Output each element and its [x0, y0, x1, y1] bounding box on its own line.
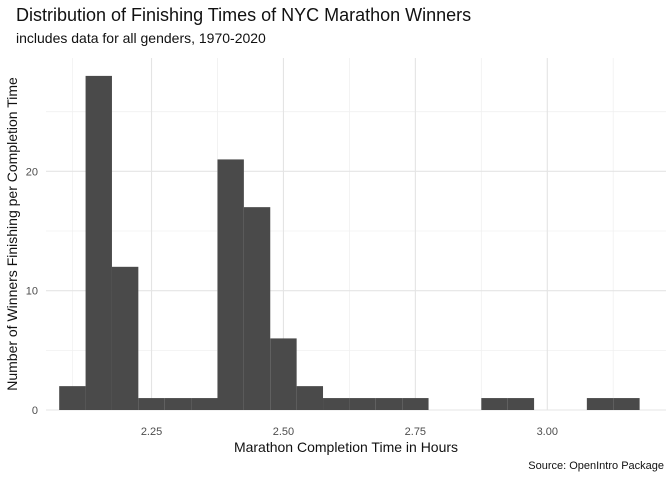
- histogram-bar: [111, 266, 139, 410]
- histogram-bar: [349, 398, 376, 410]
- x-tick-label: 3.00: [537, 426, 558, 438]
- chart-caption: Source: OpenIntro Package: [528, 460, 664, 472]
- histogram-bars: [59, 75, 640, 410]
- histogram-bar: [481, 398, 508, 410]
- histogram-bar: [138, 398, 165, 410]
- histogram-bar: [507, 398, 535, 410]
- histogram-bar: [59, 386, 86, 410]
- y-tick-label: 10: [26, 286, 38, 298]
- x-tick-labels: 2.25 2.50 2.75 3.00: [141, 426, 558, 438]
- chart-subtitle: includes data for all genders, 1970-2020: [16, 30, 266, 46]
- histogram-bar: [191, 398, 218, 410]
- histogram-bar: [375, 398, 403, 410]
- histogram-bar: [217, 159, 244, 410]
- histogram-bar: [243, 207, 271, 410]
- grid-lines: [46, 58, 666, 411]
- histogram-bar: [164, 398, 192, 410]
- x-tick-label: 2.75: [405, 426, 426, 438]
- y-tick-label: 20: [26, 166, 38, 178]
- y-axis-title: Number of Winners Finishing per Completi…: [4, 77, 20, 391]
- chart-title: Distribution of Finishing Times of NYC M…: [16, 5, 472, 25]
- y-tick-labels: 0 10 20: [26, 166, 38, 417]
- histogram-bar: [402, 398, 429, 410]
- histogram-bar: [296, 386, 324, 410]
- histogram-bar: [586, 398, 614, 410]
- x-tick-label: 2.50: [273, 426, 294, 438]
- plot-panel: [46, 58, 666, 410]
- x-tick-label: 2.25: [141, 426, 162, 438]
- histogram-bar: [85, 75, 112, 410]
- y-tick-label: 0: [32, 405, 38, 417]
- x-axis-title: Marathon Completion Time in Hours: [234, 439, 458, 455]
- histogram-bar: [613, 398, 640, 410]
- histogram-bar: [323, 398, 350, 410]
- histogram-bar: [270, 338, 297, 410]
